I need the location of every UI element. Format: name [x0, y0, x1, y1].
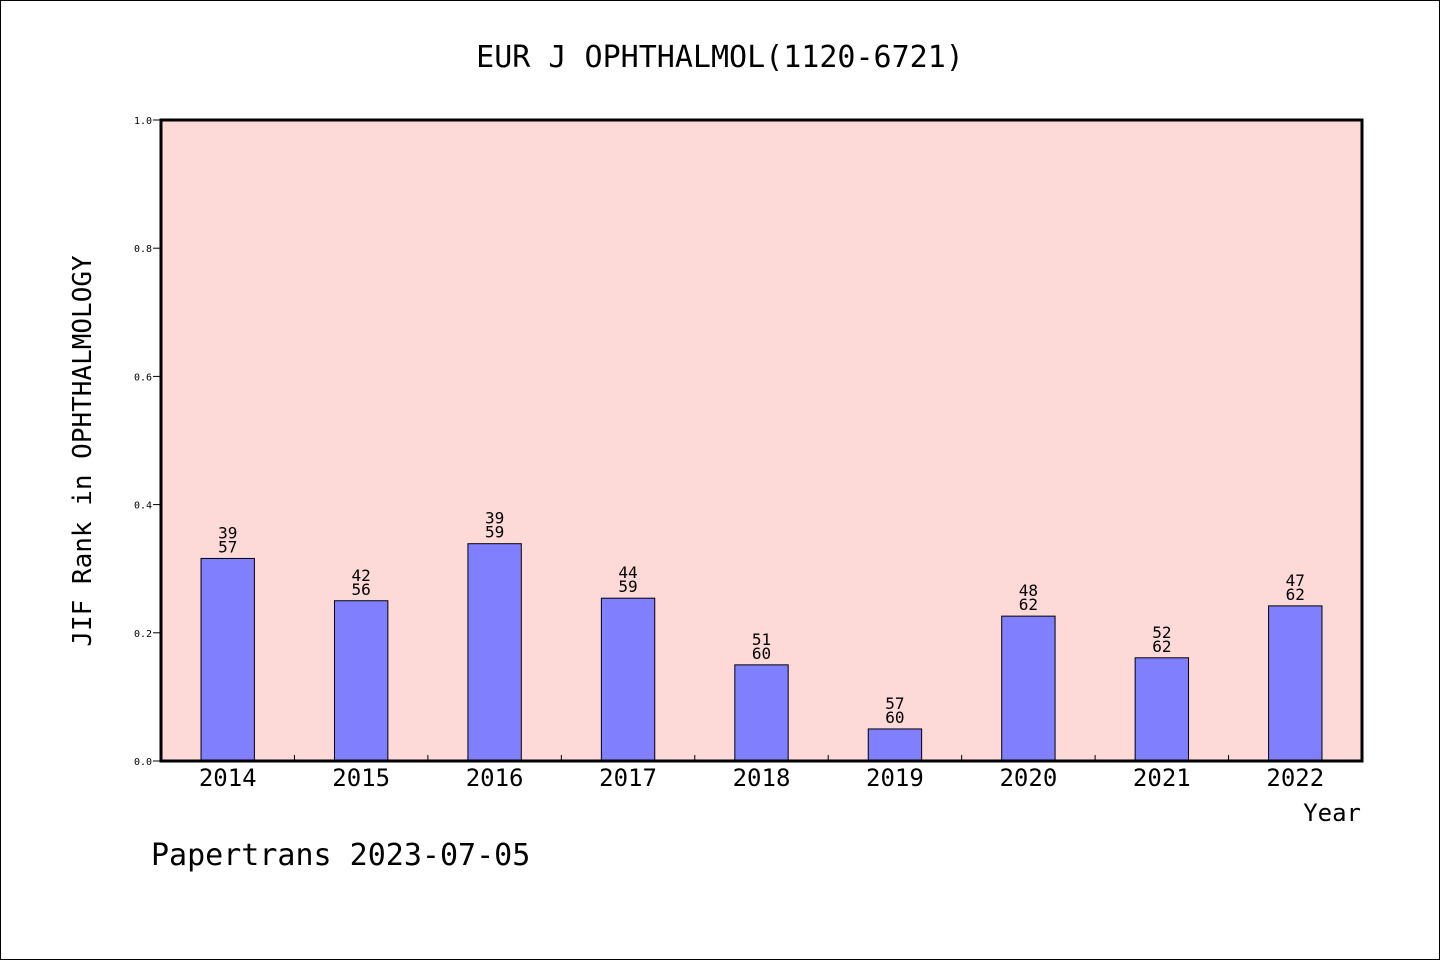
bar-label-total: 56: [352, 580, 371, 599]
x-tick-label: 2016: [466, 764, 524, 792]
x-tick-label: 2022: [1266, 764, 1324, 792]
bar-label-total: 62: [1019, 595, 1038, 614]
x-tick-label: 2014: [199, 764, 257, 792]
x-tick-label: 2020: [999, 764, 1057, 792]
bar-label-rank: 44: [618, 563, 637, 582]
bar-2014: [200, 557, 255, 762]
chart-title: EUR J OPHTHALMOL(1120-6721): [476, 40, 964, 75]
bar-label-total: 62: [1286, 585, 1305, 604]
x-tick-label: 2021: [1133, 764, 1191, 792]
bar-label-rank: 42: [352, 566, 371, 585]
bar-label-rank: 51: [752, 630, 771, 649]
bar-2022: [1268, 605, 1323, 762]
bar-label-rank: 52: [1152, 623, 1171, 642]
y-tick-label: 1.0: [134, 116, 152, 127]
bar-label-rank: 57: [885, 694, 904, 713]
x-tick-label: 2015: [332, 764, 390, 792]
bar-2019: [867, 728, 923, 762]
x-axis: 2014 2015 2016 2017 2018 2019 2020 2021 2022: [199, 755, 1324, 792]
bar-2017: [600, 597, 656, 762]
y-tick-label: 0.4: [134, 501, 152, 512]
bar-2015: [333, 600, 389, 762]
bar-2020: [1001, 615, 1056, 762]
y-tick-label: 0.2: [134, 629, 152, 640]
x-axis-label: Year: [1303, 799, 1361, 827]
bars-group: [200, 543, 1323, 762]
footer-watermark: Papertrans 2023-07-05: [151, 838, 530, 873]
x-tick-label: 2018: [733, 764, 791, 792]
y-tick-label: 0.6: [134, 372, 152, 383]
bar-2016: [467, 543, 522, 762]
bar-2018: [734, 664, 789, 762]
plot-border: [159, 118, 1364, 763]
bar-2021: [1134, 657, 1190, 762]
bar-label-total: 62: [1152, 637, 1171, 656]
y-axis-label: JIF Rank in OPHTHALMOLOGY: [68, 255, 98, 647]
bar-label-rank: 39: [485, 509, 504, 528]
x-tick-label: 2019: [866, 764, 924, 792]
x-tick-label: 2017: [599, 764, 657, 792]
bar-label-total: 59: [485, 523, 504, 542]
bar-label-rank: 39: [218, 523, 237, 542]
y-tick-label: 0.8: [134, 244, 152, 255]
bar-label-rank: 48: [1019, 581, 1038, 600]
y-axis: 0.0 0.2 0.4 0.6 0.8 1.0: [134, 116, 161, 768]
bar-label-total: 60: [885, 708, 904, 727]
y-tick-label: 0.0: [134, 757, 152, 768]
bar-label-total: 60: [752, 644, 771, 663]
bar-label-total: 59: [618, 577, 637, 596]
bar-label-rank: 47: [1286, 571, 1305, 590]
bar-label-total: 57: [218, 537, 237, 556]
